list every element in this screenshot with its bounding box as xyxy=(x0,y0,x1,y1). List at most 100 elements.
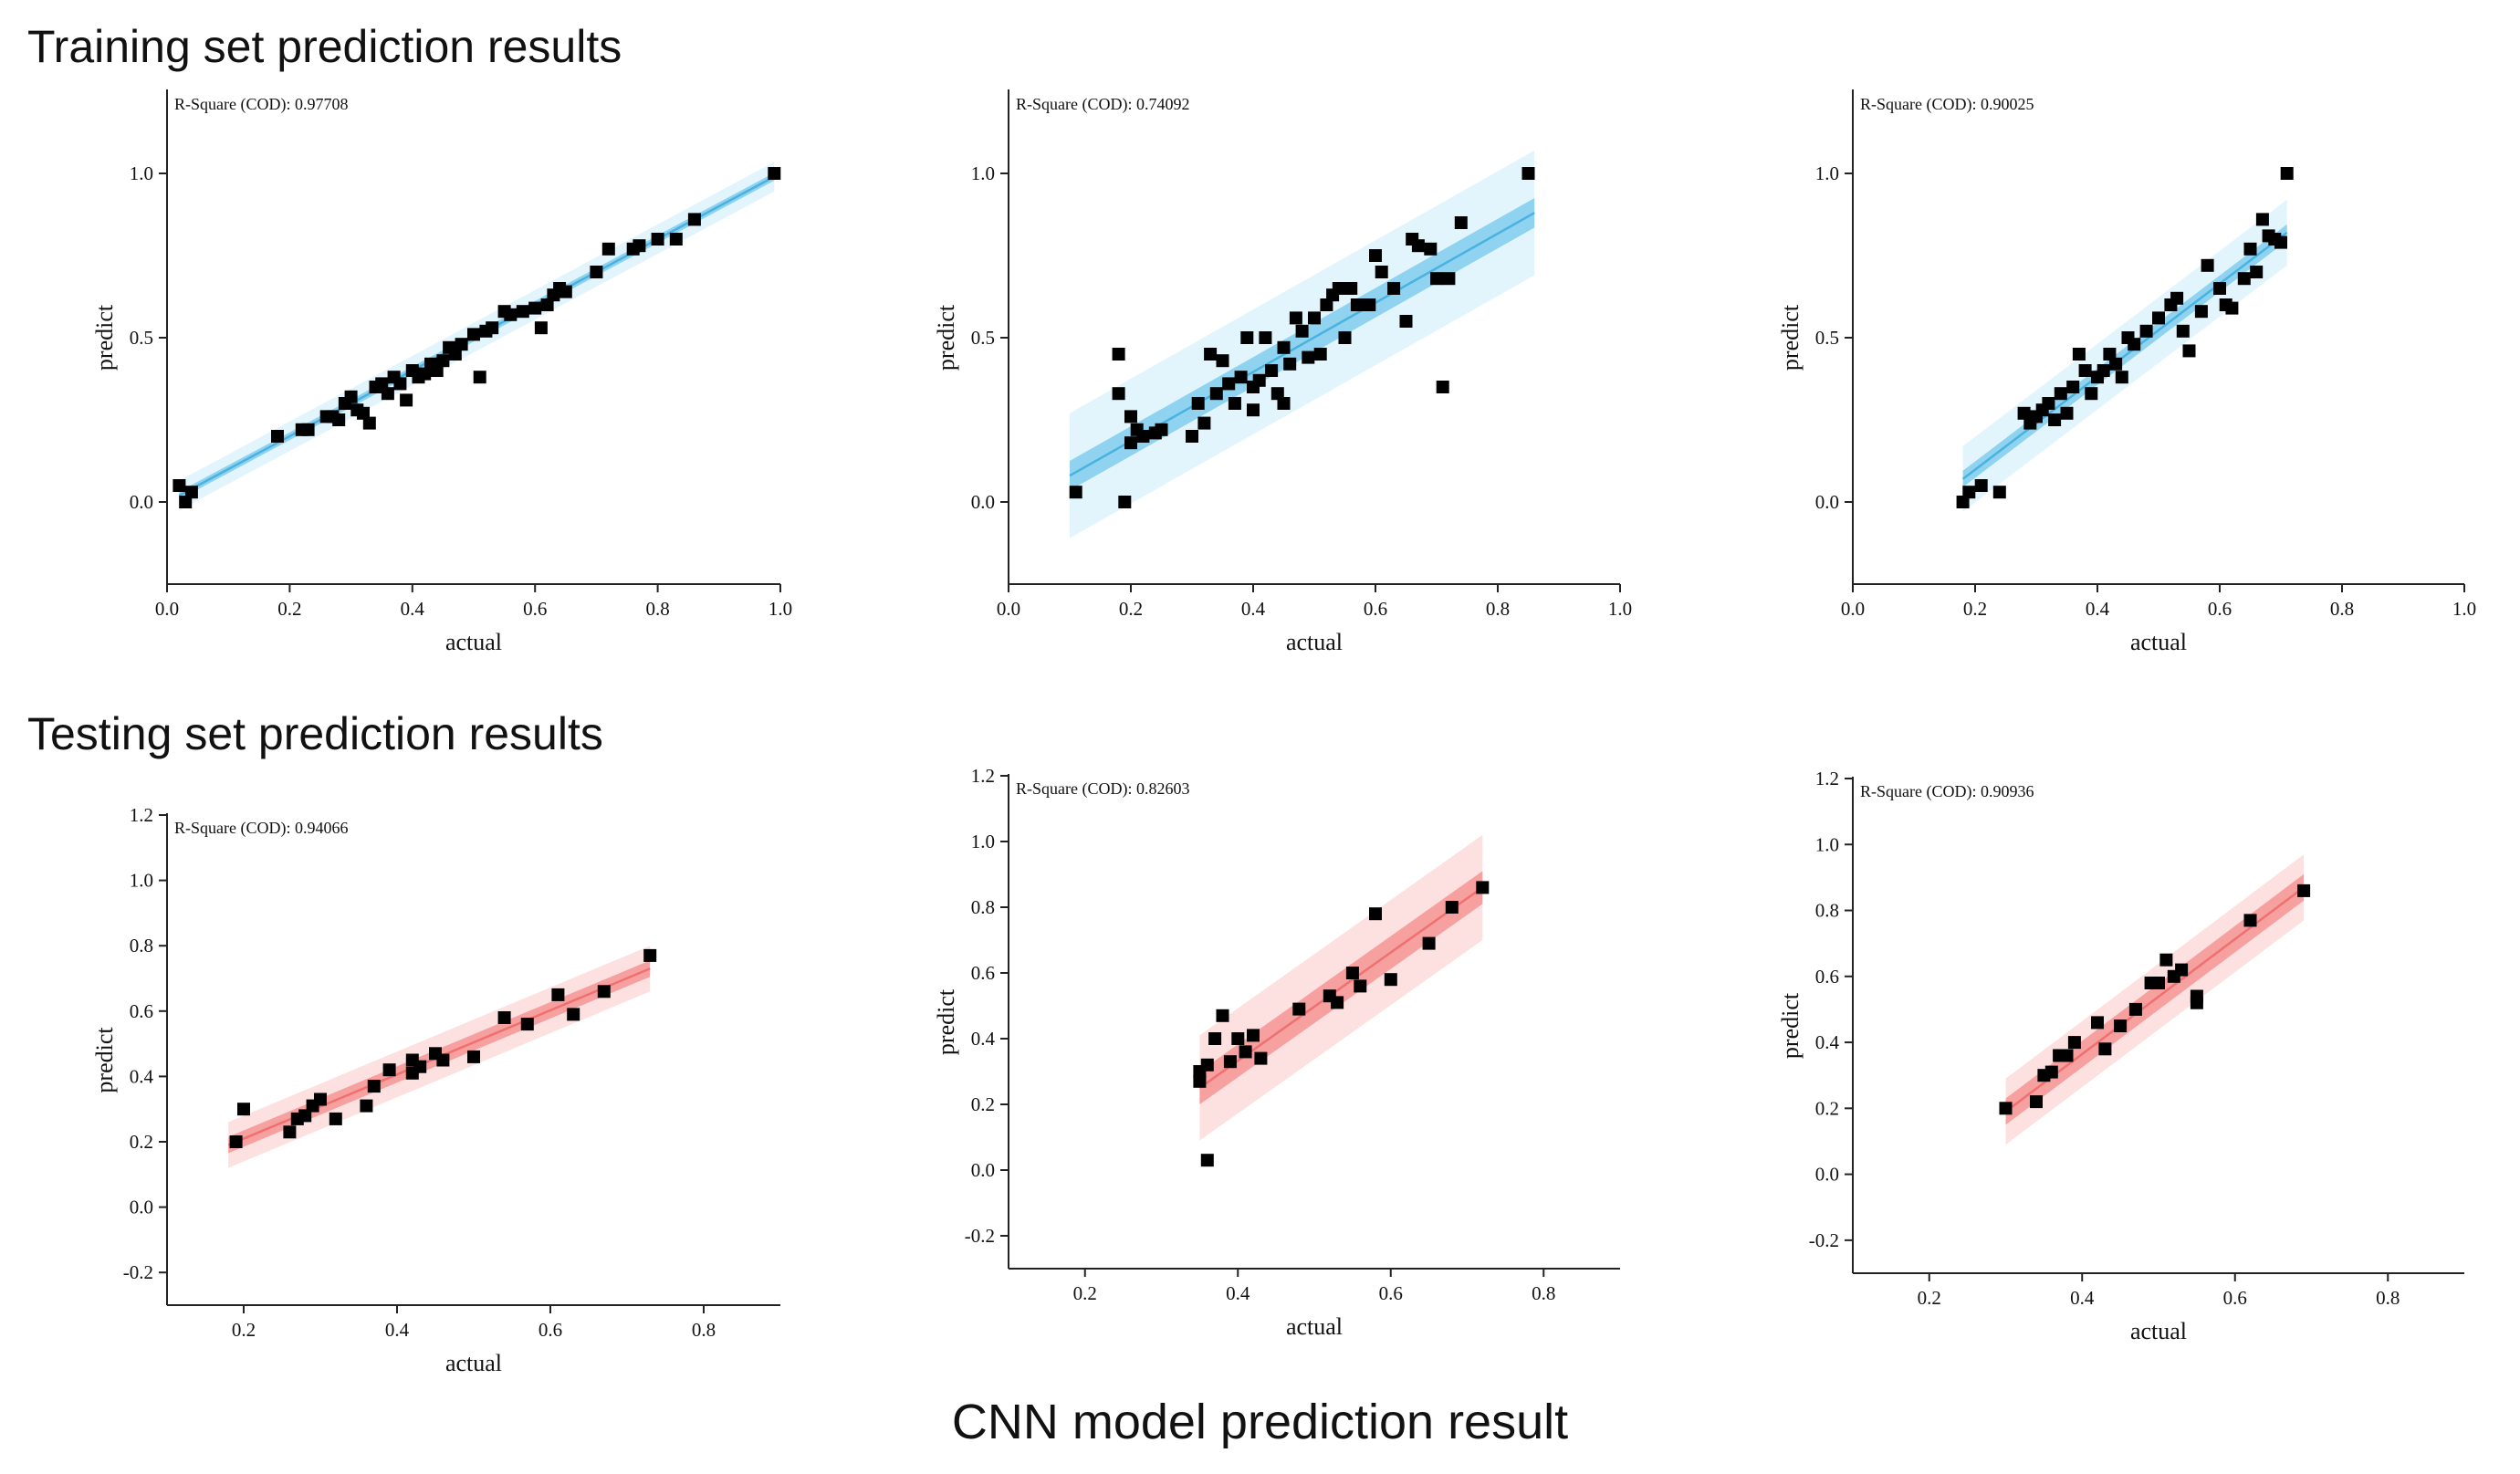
data-point xyxy=(1118,496,1132,508)
data-point xyxy=(381,387,394,401)
data-point xyxy=(344,390,358,403)
data-point xyxy=(1369,249,1382,262)
data-point xyxy=(669,233,683,246)
y-tick-label: 0.2 xyxy=(1815,1097,1839,1119)
y-tick-label: 0.4 xyxy=(130,1065,154,1087)
data-point xyxy=(687,213,701,226)
r-square-label: R-Square (COD): 0.74092 xyxy=(1016,95,1189,114)
x-tick-label: 0.8 xyxy=(2376,1287,2400,1309)
data-point xyxy=(2152,977,2165,989)
y-tick-label: 1.2 xyxy=(130,804,153,826)
data-point xyxy=(357,406,370,420)
x-tick-label: 1.0 xyxy=(769,598,792,620)
data-point xyxy=(1320,298,1333,311)
data-point xyxy=(2114,1019,2128,1032)
data-point xyxy=(504,308,518,321)
data-point xyxy=(2237,272,2251,286)
x-axis-label: actual xyxy=(2130,1318,2187,1344)
data-point xyxy=(2085,387,2098,401)
data-point xyxy=(362,416,376,430)
x-tick-label: 0.2 xyxy=(1119,598,1143,620)
x-axis-label: actual xyxy=(445,629,502,655)
data-point xyxy=(1186,430,1198,443)
data-point xyxy=(2182,344,2196,358)
data-point xyxy=(1292,1002,1306,1016)
r-square-label: R-Square (COD): 0.97708 xyxy=(174,95,348,114)
x-axis-label: actual xyxy=(1286,629,1343,655)
testing-model-1-plot: 0.2 0.4 0.6 0.8 -0.2 0.0 0.2 0.4 0.6 0.8 1.0 1.2 act… xyxy=(91,804,780,1376)
data-point xyxy=(1193,1074,1207,1088)
data-point xyxy=(2280,167,2294,180)
data-point xyxy=(1999,1102,2013,1115)
data-point xyxy=(2115,371,2128,384)
data-point xyxy=(2072,348,2086,361)
figure-caption: CNN model prediction result xyxy=(951,1395,1569,1449)
data-point xyxy=(597,985,611,998)
data-point xyxy=(2176,324,2190,338)
data-point xyxy=(1231,1032,1245,1045)
y-axis-label: predict xyxy=(91,1027,118,1093)
data-point xyxy=(413,1060,427,1073)
data-point xyxy=(2139,324,2153,338)
data-point xyxy=(2017,406,2031,420)
data-point xyxy=(1445,901,1459,914)
data-point xyxy=(2066,381,2080,393)
y-axis-label: predict xyxy=(91,304,118,371)
y-tick-label: 0.8 xyxy=(130,935,153,957)
data-point xyxy=(2091,1016,2104,1030)
x-tick-label: 1.0 xyxy=(1608,598,1632,620)
data-point xyxy=(1363,298,1376,311)
data-point xyxy=(516,305,529,319)
x-tick-label: 1.0 xyxy=(2452,598,2476,620)
data-point xyxy=(1204,348,1218,361)
data-point xyxy=(1239,1045,1252,1059)
y-tick-label: -0.2 xyxy=(1809,1229,1839,1251)
data-point xyxy=(567,1008,580,1021)
data-point xyxy=(329,1112,342,1125)
data-point xyxy=(298,1109,312,1123)
data-point xyxy=(314,1092,327,1106)
data-point xyxy=(418,367,432,381)
data-point xyxy=(1112,348,1125,361)
data-point xyxy=(2097,364,2110,377)
training-model-2-plot: 0.0 0.2 0.4 0.6 0.8 1.0 0.0 0.5 1.0 actual predict… xyxy=(933,89,1632,655)
training-model-1-plot: 0.0 0.2 0.4 0.6 0.8 1.0 0.0 0.5 1.0 actual predict… xyxy=(91,89,792,655)
data-point xyxy=(1338,331,1352,344)
data-point xyxy=(1136,430,1150,443)
data-point xyxy=(1375,266,1388,278)
data-point xyxy=(2109,357,2123,371)
y-tick-label: 0.5 xyxy=(971,327,995,349)
x-tick-label: 0.2 xyxy=(1918,1287,1941,1309)
data-point xyxy=(1277,340,1291,354)
data-point xyxy=(2048,413,2062,426)
data-point xyxy=(520,1018,534,1031)
data-point xyxy=(2194,305,2208,319)
data-point xyxy=(2098,1042,2112,1056)
data-point xyxy=(1254,1051,1268,1065)
y-tick-label: -0.2 xyxy=(965,1225,995,1247)
x-tick-label: 0.8 xyxy=(645,598,669,620)
x-tick-label: 0.2 xyxy=(1073,1282,1097,1304)
x-tick-label: 0.4 xyxy=(2086,598,2110,620)
x-tick-label: 0.4 xyxy=(401,598,425,620)
data-point xyxy=(1069,486,1082,499)
data-point xyxy=(590,266,603,278)
data-point xyxy=(1974,479,1988,492)
data-point xyxy=(2030,1095,2043,1109)
y-axis-label: predict xyxy=(933,304,959,371)
data-point xyxy=(1331,996,1344,1009)
x-axis-label: actual xyxy=(2130,629,2187,655)
data-point xyxy=(1454,216,1468,229)
data-point xyxy=(2274,235,2287,249)
data-point xyxy=(1992,486,2006,499)
x-tick-label: 0.6 xyxy=(1364,598,1387,620)
data-point xyxy=(1295,324,1309,338)
data-point xyxy=(1197,416,1211,430)
x-tick-label: 0.6 xyxy=(523,598,547,620)
x-tick-label: 0.8 xyxy=(2330,598,2354,620)
data-point xyxy=(1265,364,1279,377)
data-point xyxy=(271,430,284,443)
r-square-label: R-Square (COD): 0.90025 xyxy=(1860,95,2034,114)
y-tick-label: 0.5 xyxy=(1815,327,1839,349)
